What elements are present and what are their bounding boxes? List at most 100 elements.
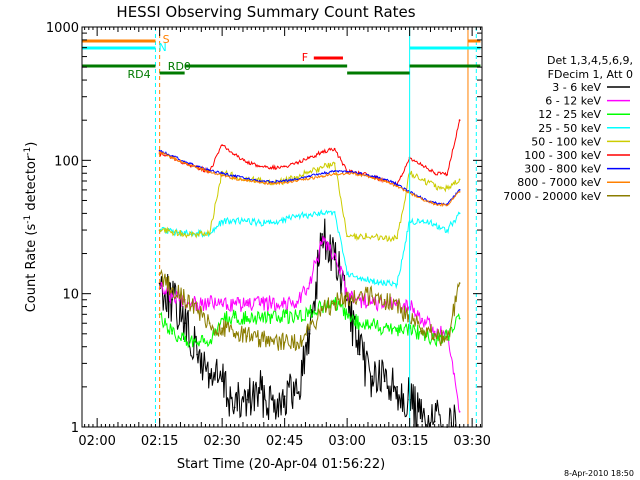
data-point-7000-20000kev — [308, 327, 311, 330]
data-point-300-800kev — [258, 180, 261, 182]
data-point-50-100kev — [383, 237, 386, 240]
data-point-25-50kev — [283, 218, 286, 221]
state-layer: SN F RD0 RD4 — [82, 27, 481, 427]
data-point-3-6kev — [171, 298, 174, 301]
data-point-6-12kev — [233, 302, 236, 305]
data-point-7000-20000kev — [333, 302, 336, 304]
data-point-6-12kev — [321, 242, 323, 244]
data-point-50-100kev — [446, 187, 448, 189]
data-point-12-25kev — [358, 322, 361, 325]
data-point-7000-20000kev — [296, 341, 298, 344]
data-point-12-25kev — [258, 316, 261, 319]
y-tick-label: 100 — [54, 154, 79, 169]
data-point-800-7000kev — [371, 176, 373, 179]
data-point-12-25kev — [296, 315, 298, 317]
data-point-3-6kev — [371, 375, 373, 378]
data-point-6-12kev — [283, 302, 286, 304]
x-tick-label: 03:15 — [391, 434, 428, 449]
data-point-6-12kev — [171, 295, 174, 298]
data-point-12-25kev — [196, 343, 199, 345]
x-tick-label: 02:45 — [266, 434, 303, 449]
data-point-300-800kev — [371, 175, 373, 178]
legend-label-300-800kev: 300 - 800 keV — [524, 163, 601, 176]
data-point-300-800kev — [433, 201, 436, 204]
data-point-7000-20000kev — [458, 282, 461, 284]
data-point-25-50kev — [321, 212, 323, 215]
data-point-12-25kev — [246, 316, 249, 318]
data-point-50-100kev — [421, 178, 423, 181]
data-point-7000-20000kev — [283, 341, 286, 344]
data-point-25-50kev — [371, 279, 373, 282]
data-point-6-12kev — [371, 302, 373, 304]
data-point-3-6kev — [358, 353, 361, 356]
saa-flag-label: S — [163, 33, 170, 46]
data-point-300-800kev — [221, 172, 224, 175]
data-point-800-7000kev — [246, 180, 249, 182]
data-point-25-50kev — [346, 273, 348, 276]
data-point-50-100kev — [458, 178, 461, 181]
legend-label-3-6kev: 3 - 6 keV — [552, 81, 601, 94]
data-point-800-7000kev — [321, 175, 323, 178]
decim-rd4-label: RD4 — [127, 68, 150, 81]
data-point-12-25kev — [171, 332, 174, 335]
data-point-800-7000kev — [271, 182, 273, 185]
data-point-12-25kev — [233, 316, 236, 319]
data-point-50-100kev — [333, 162, 336, 165]
data-point-300-800kev — [196, 165, 199, 168]
data-point-800-7000kev — [396, 185, 398, 188]
x-tick-label: 02:15 — [141, 434, 178, 449]
data-point-100-300kev — [283, 165, 286, 168]
data-point-800-7000kev — [383, 180, 386, 182]
data-point-300-800kev — [458, 189, 461, 191]
data-point-300-800kev — [271, 180, 273, 183]
data-point-7000-20000kev — [433, 332, 436, 335]
y-axis-label: Count Rate (s-1 detector-1) — [23, 142, 39, 313]
timestamp: 8-Apr-2010 18:50 — [564, 469, 634, 478]
decim-rd0-label: RD0 — [168, 60, 191, 73]
data-point-25-50kev — [396, 283, 398, 285]
series-line-25-50kev — [159, 209, 460, 290]
data-point-800-7000kev — [433, 203, 436, 206]
data-point-6-12kev — [308, 282, 311, 284]
data-point-800-7000kev — [158, 151, 161, 154]
data-point-6-12kev — [258, 303, 261, 306]
data-point-12-25kev — [208, 341, 211, 344]
data-point-800-7000kev — [446, 204, 448, 207]
data-point-25-50kev — [446, 229, 448, 232]
night-flag-label: N — [158, 41, 166, 54]
data-point-300-800kev — [233, 175, 236, 178]
data-point-50-100kev — [396, 237, 398, 240]
data-point-300-800kev — [383, 178, 386, 181]
data-point-3-6kev — [183, 322, 186, 325]
data-point-3-6kev — [271, 398, 273, 401]
data-point-7000-20000kev — [196, 309, 199, 312]
data-point-100-300kev — [221, 144, 224, 147]
data-point-3-6kev — [283, 395, 286, 398]
data-point-25-50kev — [221, 220, 224, 223]
data-point-800-7000kev — [333, 173, 336, 175]
data-point-50-100kev — [433, 185, 436, 188]
data-point-50-100kev — [321, 166, 323, 169]
data-point-25-50kev — [296, 215, 298, 218]
data-point-800-7000kev — [221, 174, 224, 177]
data-point-3-6kev — [421, 420, 423, 423]
data-point-12-25kev — [383, 326, 386, 329]
plot-frame — [81, 26, 483, 428]
data-point-25-50kev — [233, 220, 236, 223]
data-point-800-7000kev — [421, 198, 423, 201]
y-axis-label-part3: ) — [24, 142, 39, 147]
data-point-800-7000kev — [183, 161, 186, 164]
axes-layer: 1 10 100 1000 02:00 02:15 02:30 02:45 03:00 03:15… — [46, 21, 491, 449]
y-axis-label-sup2: -1 — [23, 147, 33, 156]
data-point-800-7000kev — [458, 191, 461, 193]
data-point-7000-20000kev — [321, 309, 323, 312]
data-point-12-25kev — [458, 317, 461, 320]
data-point-7000-20000kev — [208, 322, 211, 325]
data-point-800-7000kev — [208, 170, 211, 173]
plot-data-layer — [158, 119, 461, 428]
chart-title: HESSI Observing Summary Count Rates — [116, 3, 415, 21]
data-point-25-50kev — [308, 214, 311, 216]
data-point-100-300kev — [321, 151, 323, 154]
data-point-25-50kev — [458, 212, 461, 215]
